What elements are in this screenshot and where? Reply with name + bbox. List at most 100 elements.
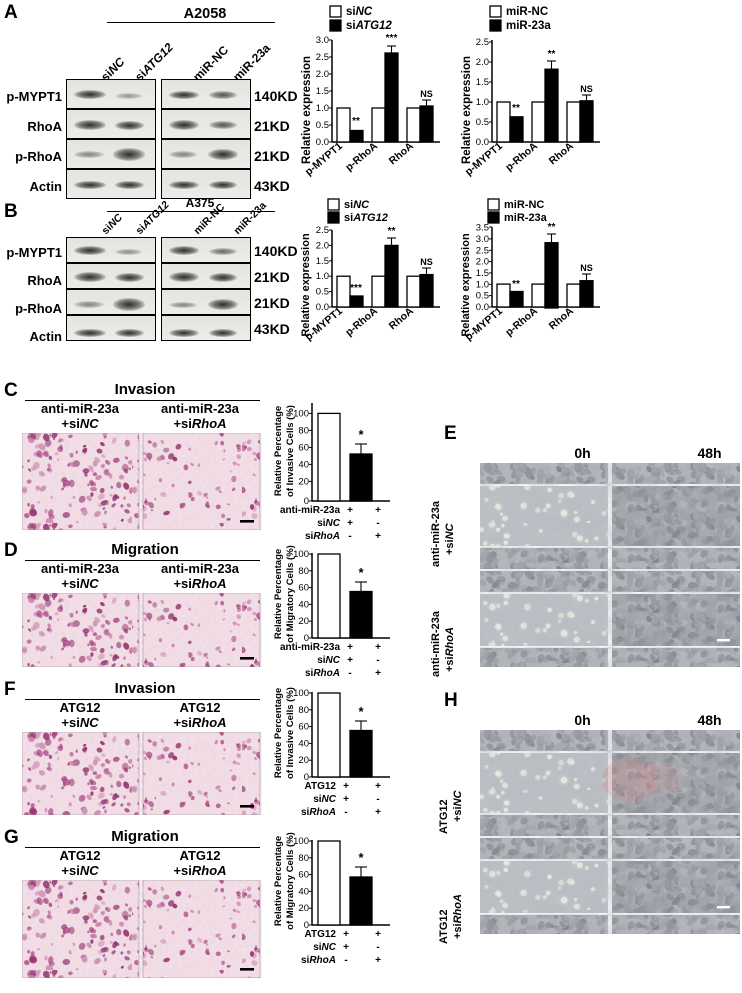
svg-text:80: 80 — [298, 566, 309, 577]
svg-text:of Invasive Cells (%): of Invasive Cells (%) — [285, 405, 296, 497]
svg-text:NS: NS — [420, 89, 433, 99]
svg-text:siNC: siNC — [346, 6, 373, 18]
svg-text:40: 40 — [298, 599, 309, 610]
svg-text:80: 80 — [298, 853, 309, 864]
svg-text:80: 80 — [298, 705, 309, 716]
svg-text:1.0: 1.0 — [316, 271, 329, 282]
svg-text:***: *** — [386, 33, 398, 44]
svg-text:3.0: 3.0 — [476, 234, 489, 245]
svg-text:*: * — [358, 850, 364, 865]
svg-text:2.0: 2.0 — [476, 257, 489, 268]
svg-text:2.5: 2.5 — [316, 52, 329, 63]
svg-text:20: 20 — [298, 476, 309, 487]
svg-text:***: *** — [350, 283, 362, 294]
svg-text:+: + — [375, 505, 381, 516]
svg-text:siNC: siNC — [313, 942, 337, 953]
svg-text:60: 60 — [298, 870, 309, 881]
svg-text:+: + — [375, 781, 381, 792]
svg-text:of Migratory Cells (%): of Migratory Cells (%) — [285, 545, 296, 643]
svg-text:*: * — [358, 704, 364, 719]
svg-text:-: - — [376, 942, 379, 953]
svg-text:60: 60 — [298, 442, 309, 453]
svg-text:2.5: 2.5 — [316, 225, 329, 236]
svg-text:+: + — [343, 781, 349, 792]
svg-text:anti-miR-23a: anti-miR-23a — [280, 505, 340, 516]
svg-text:3.0: 3.0 — [316, 35, 329, 46]
svg-text:+: + — [347, 505, 353, 516]
svg-text:**: ** — [548, 49, 556, 60]
svg-text:2.0: 2.0 — [476, 57, 489, 68]
svg-text:0.0: 0.0 — [476, 137, 489, 148]
svg-text:+: + — [343, 929, 349, 940]
svg-text:40: 40 — [298, 886, 309, 897]
svg-text:Relative Percentage: Relative Percentage — [273, 688, 284, 778]
svg-text:anti-miR-23a: anti-miR-23a — [280, 642, 340, 653]
svg-text:**: ** — [512, 103, 520, 114]
svg-text:80: 80 — [298, 425, 309, 436]
svg-text:siNC: siNC — [344, 199, 370, 211]
svg-text:NS: NS — [420, 257, 433, 267]
svg-text:siNC: siNC — [317, 518, 341, 529]
svg-text:RhoA: RhoA — [547, 140, 576, 167]
svg-text:2.5: 2.5 — [476, 37, 489, 48]
svg-text:p-RhoA: p-RhoA — [343, 140, 380, 174]
svg-text:-: - — [376, 518, 379, 529]
svg-text:+: + — [347, 655, 353, 666]
svg-text:-: - — [376, 655, 379, 666]
svg-text:miR-NC: miR-NC — [504, 199, 544, 211]
svg-text:1.5: 1.5 — [476, 268, 489, 279]
svg-text:Relative expression: Relative expression — [460, 233, 472, 337]
svg-text:miR-NC: miR-NC — [506, 6, 548, 18]
svg-text:*: * — [358, 427, 364, 442]
svg-text:Relative expression: Relative expression — [461, 56, 473, 164]
svg-text:Relative Percentage: Relative Percentage — [273, 549, 284, 639]
svg-text:+: + — [375, 807, 381, 818]
svg-text:40: 40 — [298, 738, 309, 749]
svg-text:0.5: 0.5 — [476, 117, 489, 128]
svg-text:0.0: 0.0 — [316, 137, 329, 148]
svg-text:0.0: 0.0 — [476, 302, 489, 313]
svg-text:siNC: siNC — [313, 794, 337, 805]
svg-text:RhoA: RhoA — [547, 305, 576, 332]
svg-text:siATG12: siATG12 — [346, 20, 392, 32]
svg-text:2.5: 2.5 — [476, 245, 489, 256]
svg-text:2.0: 2.0 — [316, 240, 329, 251]
svg-text:p-RhoA: p-RhoA — [503, 140, 540, 174]
svg-text:ATG12: ATG12 — [305, 781, 337, 792]
svg-text:**: ** — [512, 279, 520, 290]
svg-text:NS: NS — [580, 84, 593, 94]
svg-text:1.0: 1.0 — [476, 97, 489, 108]
svg-text:of Invasive Cells (%): of Invasive Cells (%) — [285, 687, 296, 779]
svg-text:*: * — [358, 565, 364, 580]
svg-text:0.5: 0.5 — [316, 287, 329, 298]
svg-text:20: 20 — [298, 755, 309, 766]
svg-text:+: + — [375, 955, 381, 966]
svg-text:20: 20 — [298, 903, 309, 914]
svg-text:siNC: siNC — [317, 655, 341, 666]
svg-text:**: ** — [388, 226, 396, 237]
svg-text:1.5: 1.5 — [316, 86, 329, 97]
svg-text:+: + — [375, 642, 381, 653]
svg-text:Relative Percentage: Relative Percentage — [273, 406, 284, 496]
svg-text:Relative expression: Relative expression — [301, 56, 313, 164]
svg-text:1.0: 1.0 — [316, 103, 329, 114]
svg-text:1.0: 1.0 — [476, 279, 489, 290]
svg-text:0.5: 0.5 — [316, 120, 329, 131]
svg-text:40: 40 — [298, 459, 309, 470]
svg-text:0.0: 0.0 — [316, 302, 329, 313]
svg-text:-: - — [344, 807, 347, 818]
svg-text:20: 20 — [298, 616, 309, 627]
svg-text:+: + — [347, 642, 353, 653]
svg-text:RhoA: RhoA — [387, 140, 416, 167]
svg-text:+: + — [375, 929, 381, 940]
svg-text:1.5: 1.5 — [476, 77, 489, 88]
svg-text:of Migratory Cells (%): of Migratory Cells (%) — [285, 832, 296, 930]
svg-text:ATG12: ATG12 — [305, 929, 337, 940]
svg-text:3.5: 3.5 — [476, 223, 489, 234]
svg-text:RhoA: RhoA — [387, 305, 416, 332]
svg-text:NS: NS — [580, 263, 593, 273]
svg-text:Relative expression: Relative expression — [300, 233, 312, 337]
svg-text:miR-23a: miR-23a — [506, 20, 551, 32]
svg-text:1.5: 1.5 — [316, 256, 329, 267]
svg-text:60: 60 — [298, 583, 309, 594]
